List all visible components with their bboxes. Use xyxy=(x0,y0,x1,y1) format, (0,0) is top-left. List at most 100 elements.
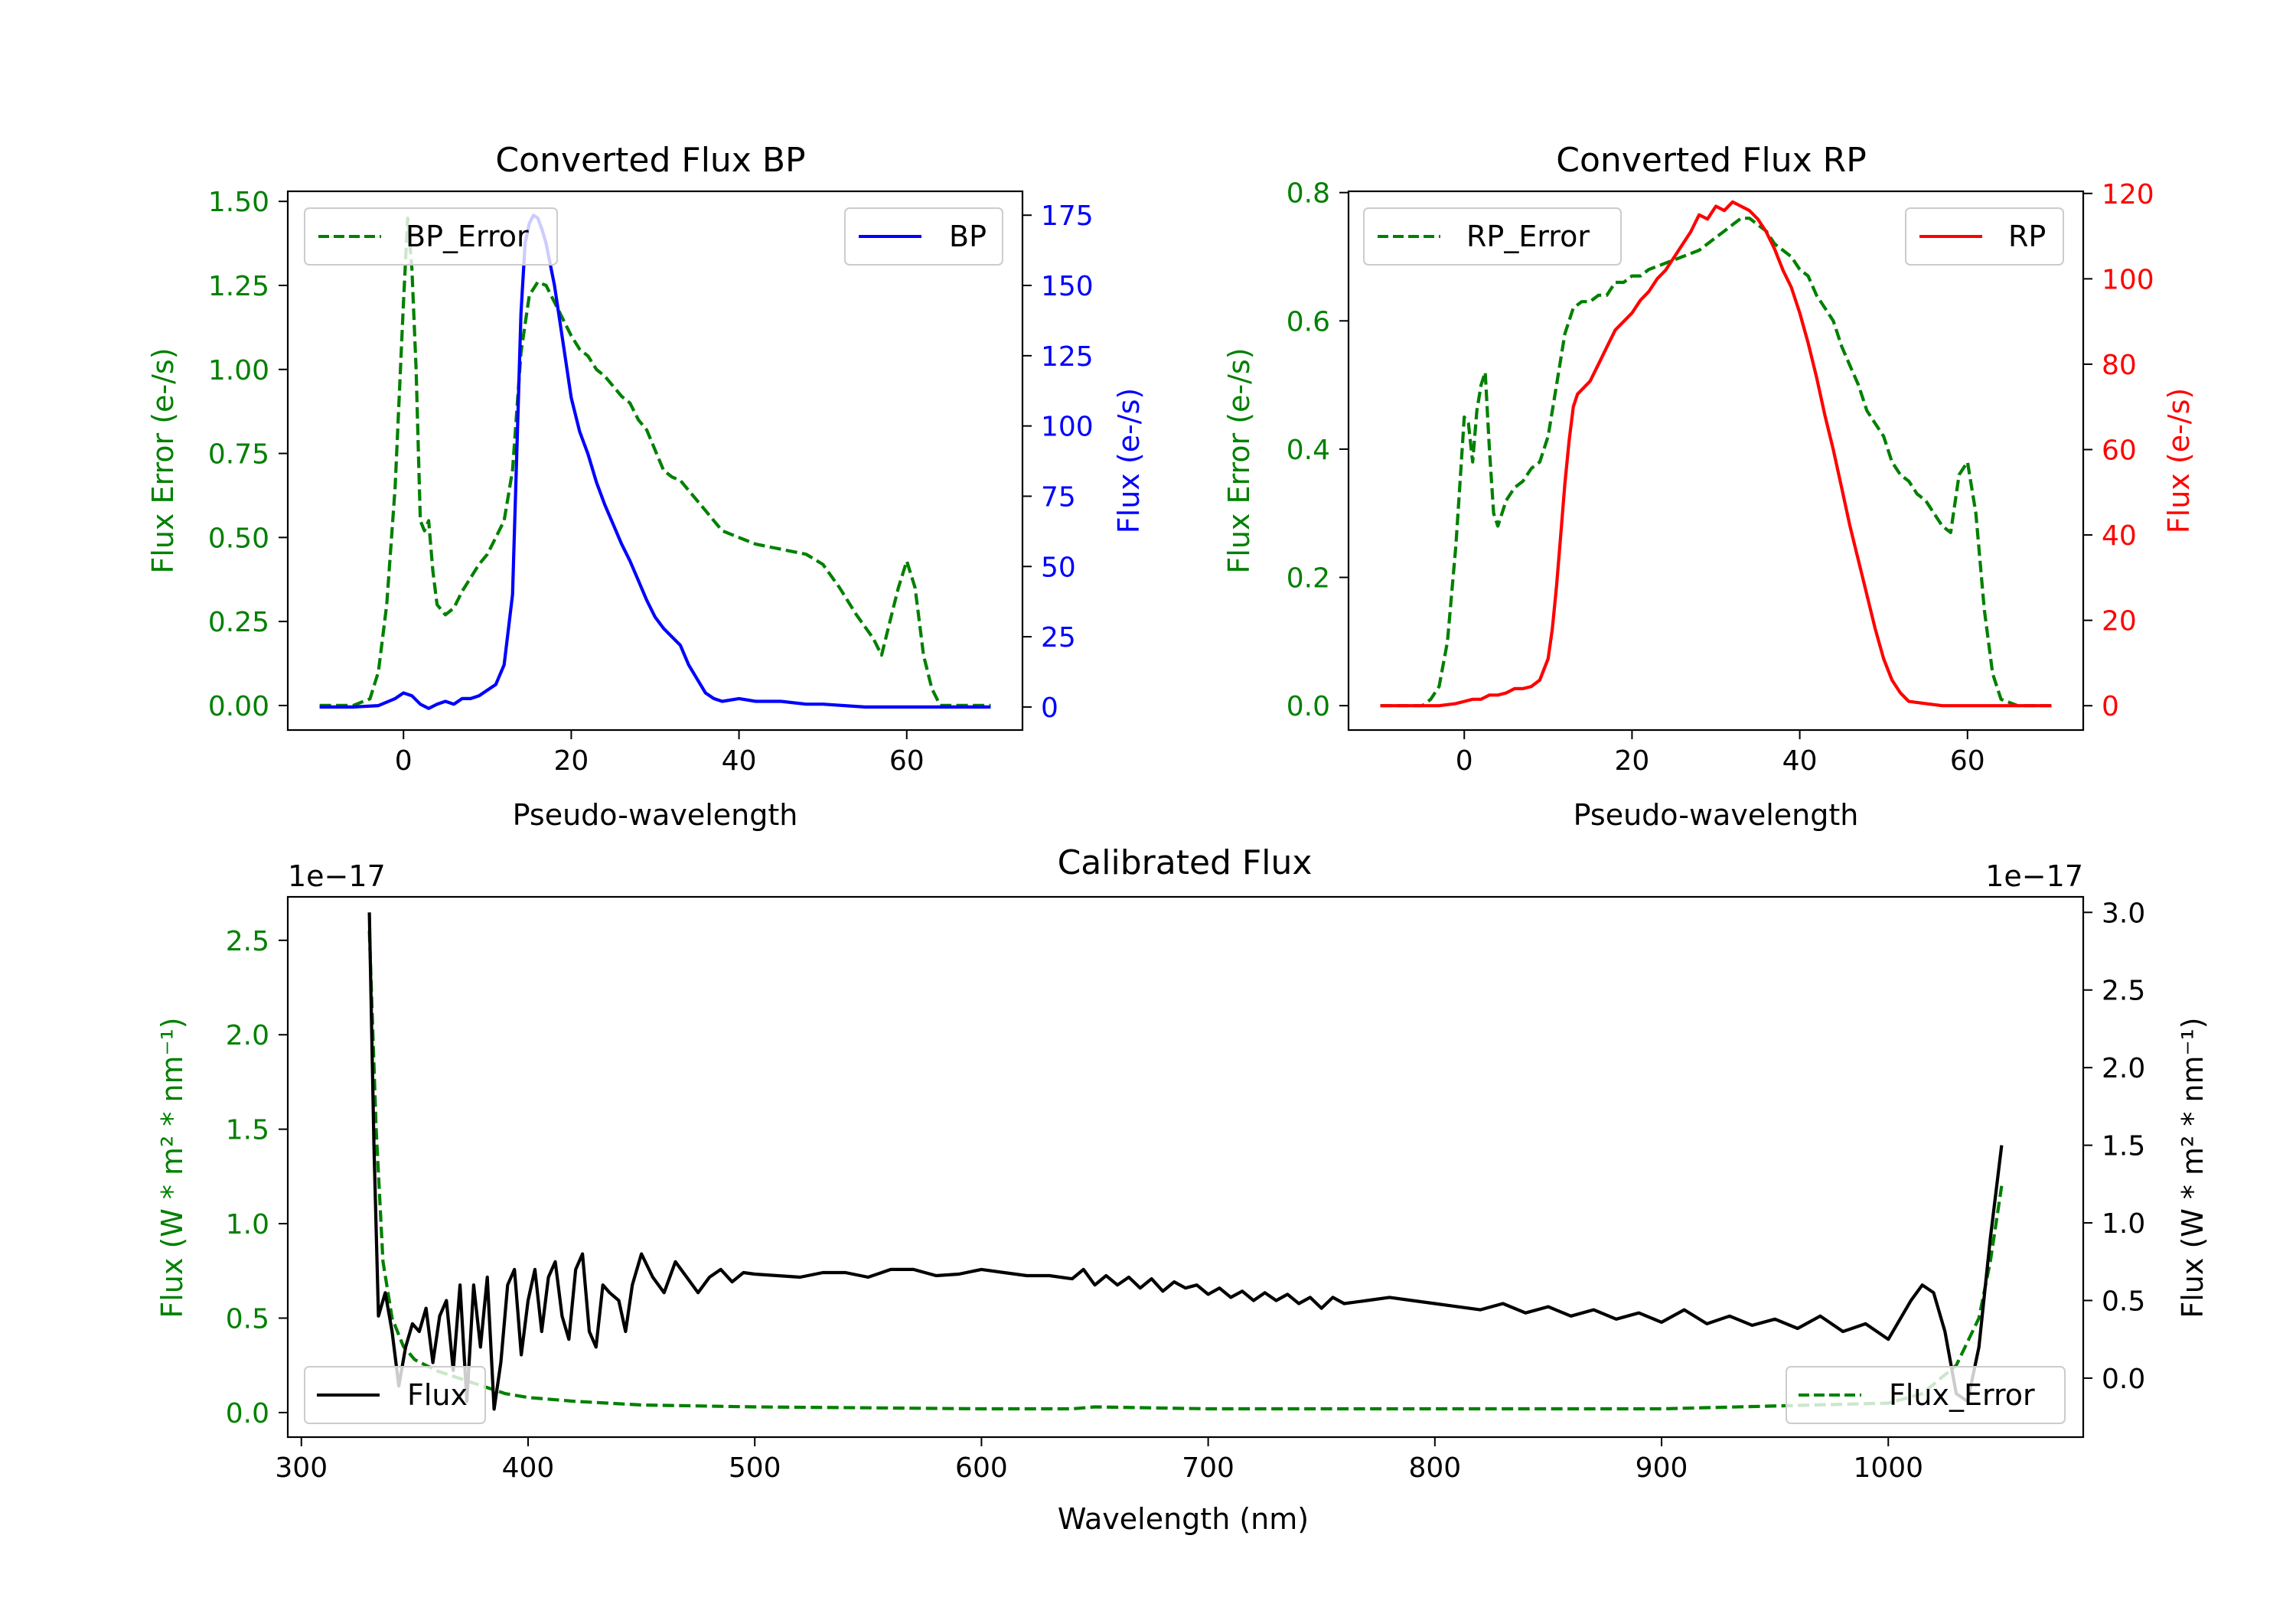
bp-xtick-label: 60 xyxy=(889,745,925,777)
calibrated-ylabel-left: Flux (W * m² * nm⁻¹) xyxy=(155,1017,189,1318)
bp-ytick-left-label: 1.50 xyxy=(208,187,269,218)
bp-ytick-right-label: 25 xyxy=(1041,622,1076,654)
bp-title: Converted Flux BP xyxy=(495,141,805,180)
calibrated-xlabel: Wavelength (nm) xyxy=(1058,1502,1309,1536)
rp-legend-error-label: RP_Error xyxy=(1466,220,1590,253)
calibrated-series-flux-error xyxy=(367,931,2004,1411)
rp-ylabel-left: Flux Error (e-/s) xyxy=(1222,347,1256,573)
panel-bp: Converted Flux BP 0 20 40 60 0.00 0.25 0.50 0.7… xyxy=(146,141,1146,832)
bp-ytick-right-label: 175 xyxy=(1041,200,1094,232)
calibrated-xtick-label: 900 xyxy=(1636,1452,1688,1484)
calibrated-ytick-left-label: 1.5 xyxy=(226,1115,269,1146)
calibrated-ytick-right-label: 0.5 xyxy=(2102,1286,2145,1317)
calibrated-axes-frame xyxy=(286,895,2085,1439)
bp-legend-flux[interactable]: BP xyxy=(844,207,1003,266)
rp-plot-area xyxy=(1380,200,2052,708)
calibrated-series-flux xyxy=(367,912,2004,1411)
calibrated-legend-flux[interactable]: Flux xyxy=(304,1366,486,1424)
rp-ytick-left-label: 0.8 xyxy=(1287,178,1330,210)
calibrated-xtick-label: 700 xyxy=(1182,1452,1234,1484)
bp-legend-error[interactable]: BP_Error xyxy=(304,207,558,266)
calibrated-plot-area xyxy=(367,912,2004,1411)
rp-xlabel: Pseudo-wavelength xyxy=(1574,798,1859,832)
rp-series-rp-error xyxy=(1380,217,2052,708)
rp-xtick-label: 20 xyxy=(1615,745,1650,777)
rp-legend-error[interactable]: RP_Error xyxy=(1363,207,1622,266)
bp-ytick-left-label: 0.00 xyxy=(208,691,269,722)
rp-ytick-left-label: 0.4 xyxy=(1287,435,1330,466)
calibrated-ylabel-right: Flux (W * m² * nm⁻¹) xyxy=(2176,1017,2210,1318)
rp-xtick-label: 40 xyxy=(1782,745,1818,777)
bp-xtick-label: 0 xyxy=(395,745,413,777)
panel-calibrated: Calibrated Flux 300 400 500 600 700 800 900 100… xyxy=(155,843,2210,1536)
calibrated-ytick-right-label: 3.0 xyxy=(2102,898,2145,929)
bp-series-bp xyxy=(319,214,991,710)
rp-legend-flux-label: RP xyxy=(2008,220,2046,253)
rp-series-rp xyxy=(1380,200,2052,708)
rp-ytick-left-label: 0.2 xyxy=(1287,563,1330,595)
rp-ytick-right-label: 120 xyxy=(2102,179,2154,210)
rp-ytick-left-label: 0.6 xyxy=(1287,306,1330,337)
calibrated-ytick-left-label: 0.0 xyxy=(226,1398,269,1429)
calibrated-ytick-right-label: 0.0 xyxy=(2102,1364,2145,1395)
rp-axes: 0 20 40 60 0.0 0.2 0.4 0.6 0.8 0 20 40 60 80 100 120 xyxy=(1287,178,2154,777)
bp-axes: 0 20 40 60 0.00 0.25 0.50 0.75 1.00 1.25 1.50 0 25 50… xyxy=(208,187,1094,777)
calibrated-ytick-right-label: 1.0 xyxy=(2102,1208,2145,1240)
calibrated-ytick-right-label: 2.0 xyxy=(2102,1053,2145,1084)
bp-series-bp-error xyxy=(319,217,991,708)
bp-xtick-label: 20 xyxy=(554,745,589,777)
rp-axes-frame xyxy=(1347,190,2085,732)
calibrated-xtick-label: 1000 xyxy=(1853,1452,1923,1484)
calibrated-legend-error[interactable]: Flux_Error xyxy=(1786,1366,2066,1424)
rp-xtick-label: 0 xyxy=(1456,745,1473,777)
calibrated-xtick-label: 500 xyxy=(729,1452,781,1484)
calibrated-axes: 300 400 500 600 700 800 900 1000 0.0 0.5 1.0 1.5 2.0… xyxy=(226,898,2146,1484)
bp-ytick-left-label: 1.00 xyxy=(208,355,269,386)
bp-legend-error-label: BP_Error xyxy=(406,220,529,253)
bp-ylabel-right: Flux (e-/s) xyxy=(1112,388,1146,533)
bp-ylabel-left: Flux Error (e-/s) xyxy=(146,347,180,573)
bp-ytick-left-label: 0.75 xyxy=(208,439,269,471)
bp-ytick-left-label: 0.25 xyxy=(208,607,269,638)
bp-xlabel: Pseudo-wavelength xyxy=(513,798,798,832)
panel-rp: Converted Flux RP 0 20 40 60 0.0 0.2 0.4 0.6 0.8… xyxy=(1222,141,2196,832)
bp-legend-flux-label: BP xyxy=(949,220,987,253)
bp-plot-area xyxy=(319,214,991,710)
bp-ytick-right-label: 100 xyxy=(1041,412,1094,443)
calibrated-xtick-label: 300 xyxy=(275,1452,328,1484)
rp-title: Converted Flux RP xyxy=(1556,141,1867,180)
bp-ytick-right-label: 75 xyxy=(1041,481,1076,513)
calibrated-ytick-right-label: 2.5 xyxy=(2102,976,2145,1007)
rp-ytick-right-label: 60 xyxy=(2102,435,2137,466)
bp-axes-frame xyxy=(286,190,1024,732)
rp-ytick-right-label: 20 xyxy=(2102,606,2137,637)
bp-ytick-left-label: 1.25 xyxy=(208,271,269,302)
rp-ytick-right-label: 100 xyxy=(2102,264,2154,295)
calibrated-ytick-left-label: 1.0 xyxy=(226,1209,269,1240)
bp-ytick-right-label: 50 xyxy=(1041,552,1076,583)
calibrated-offset-left: 1e−17 xyxy=(288,859,386,893)
rp-legend-flux[interactable]: RP xyxy=(1905,207,2064,266)
calibrated-offset-right: 1e−17 xyxy=(1985,859,2083,893)
calibrated-ytick-left-label: 2.0 xyxy=(226,1020,269,1051)
bp-ytick-right-label: 150 xyxy=(1041,271,1094,302)
bp-ytick-right-label: 125 xyxy=(1041,341,1094,373)
calibrated-ytick-left-label: 2.5 xyxy=(226,926,269,957)
calibrated-title: Calibrated Flux xyxy=(1058,843,1313,882)
bp-ytick-left-label: 0.50 xyxy=(208,523,269,554)
calibrated-xtick-label: 800 xyxy=(1408,1452,1461,1484)
bp-ytick-right-label: 0 xyxy=(1041,693,1058,724)
calibrated-legend-flux-label: Flux xyxy=(407,1378,468,1412)
rp-ytick-left-label: 0.0 xyxy=(1287,691,1330,722)
calibrated-ytick-right-label: 1.5 xyxy=(2102,1131,2145,1162)
rp-ytick-right-label: 80 xyxy=(2102,350,2137,381)
rp-ytick-right-label: 40 xyxy=(2102,520,2137,552)
rp-ylabel-right: Flux (e-/s) xyxy=(2162,388,2196,533)
rp-xtick-label: 60 xyxy=(1950,745,1985,777)
calibrated-legend-error-label: Flux_Error xyxy=(1889,1378,2035,1412)
rp-ytick-right-label: 0 xyxy=(2102,691,2119,722)
calibrated-ytick-left-label: 0.5 xyxy=(226,1303,269,1335)
calibrated-xtick-label: 400 xyxy=(502,1452,555,1484)
calibrated-xtick-label: 600 xyxy=(955,1452,1008,1484)
